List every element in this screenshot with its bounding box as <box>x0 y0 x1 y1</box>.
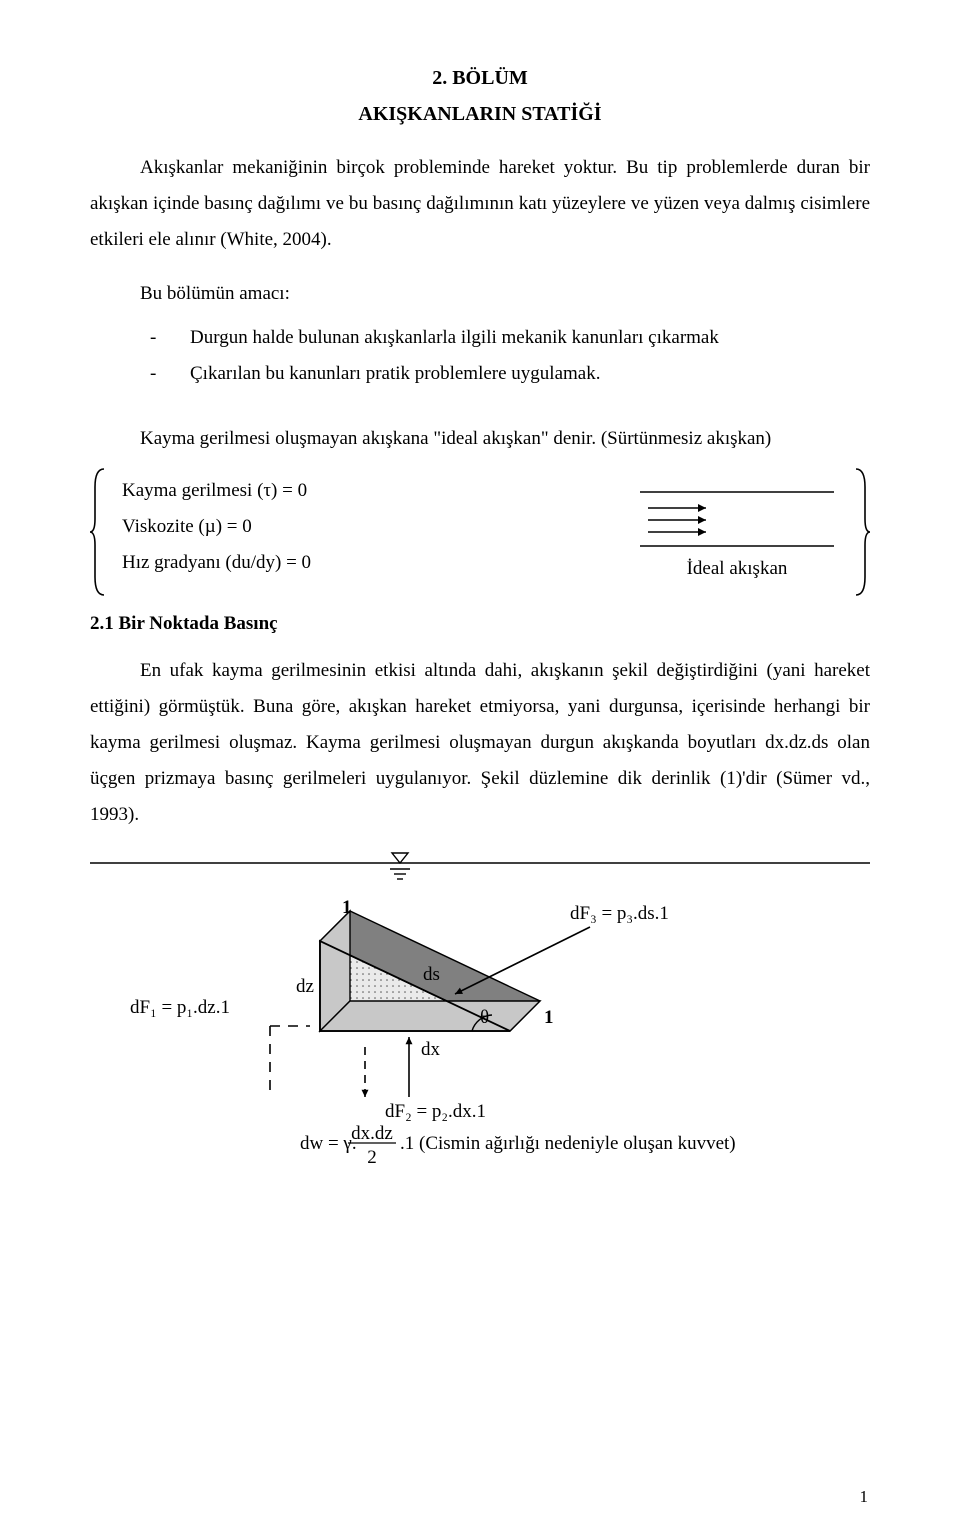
aim-item: - Durgun halde bulunan akışkanlarla ilgi… <box>150 320 870 356</box>
svg-text:θ: θ <box>480 1007 489 1028</box>
ideal-diagram: İdeal akışkan <box>622 467 852 597</box>
ideal-definition: Kayma gerilmesi oluşmayan akışkana "idea… <box>90 421 870 457</box>
svg-text:1: 1 <box>342 897 352 918</box>
aim-list: - Durgun halde bulunan akışkanlarla ilgi… <box>150 320 870 392</box>
svg-text:dx.dz: dx.dz <box>351 1123 393 1144</box>
chapter-label: 2. BÖLÜM <box>90 60 870 96</box>
ideal-caption: İdeal akışkan <box>687 558 788 580</box>
left-bracket-content: Kayma gerilmesi (τ) = 0 Viskozite (µ) = … <box>108 467 622 597</box>
svg-text:dz: dz <box>296 976 314 997</box>
chapter-title: AKIŞKANLARIN STATİĞİ <box>90 96 870 132</box>
aim-item: - Çıkarılan bu kanunları pratik probleml… <box>150 356 870 392</box>
aim-text: Çıkarılan bu kanunları pratik problemler… <box>190 356 601 392</box>
page-number: 1 <box>860 1487 869 1507</box>
svg-text:2: 2 <box>367 1147 377 1168</box>
bracket-block: Kayma gerilmesi (τ) = 0 Viskozite (µ) = … <box>90 467 870 597</box>
svg-text:ds: ds <box>423 964 440 985</box>
body-paragraph: En ufak kayma gerilmesinin etkisi altınd… <box>90 653 870 833</box>
svg-text:1: 1 <box>544 1007 554 1028</box>
right-brace-icon <box>852 467 870 597</box>
aim-lead: Bu bölümün amacı: <box>90 276 870 312</box>
viskozite-line: Viskozite (µ) = 0 <box>122 509 608 545</box>
section-heading: 2.1 Bir Noktada Basınç <box>90 613 870 635</box>
hiz-line: Hız gradyanı (du/dy) = 0 <box>122 545 608 581</box>
prism-diagram-icon: dz ds dx 1 1 θ dF₁ = p₁.dz.1 dF₃ = p₃.ds.1 dF₂ =… <box>90 851 870 1171</box>
svg-text:dF₃ = p₃.ds.1: dF₃ = p₃.ds.1 <box>570 903 669 924</box>
left-brace-icon <box>90 467 108 597</box>
dash-icon: - <box>150 320 190 356</box>
ideal-flow-icon <box>632 484 842 554</box>
aim-text: Durgun halde bulunan akışkanlarla ilgili… <box>190 320 719 356</box>
kayma-line: Kayma gerilmesi (τ) = 0 <box>122 473 608 509</box>
svg-text:.1 (Cismin ağırlığı nedeniy: .1 (Cismin ağırlığı nedeniyle oluşan kuv… <box>400 1133 736 1154</box>
svg-text:dF₁ = p₁.dz.1: dF₁ = p₁.dz.1 <box>130 997 230 1018</box>
dash-icon: - <box>150 356 190 392</box>
intro-paragraph: Akışkanlar mekaniğinin birçok problemind… <box>90 150 870 258</box>
svg-text:dx: dx <box>421 1039 441 1060</box>
prism-figure: dz ds dx 1 1 θ dF₁ = p₁.dz.1 dF₃ = p₃.ds.1 dF₂ =… <box>90 851 870 1176</box>
page-container: 2. BÖLÜM AKIŞKANLARIN STATİĞİ Akışkanlar… <box>0 0 960 1537</box>
svg-text:dF₂ = p₂.dx.1: dF₂ = p₂.dx.1 <box>385 1101 486 1122</box>
